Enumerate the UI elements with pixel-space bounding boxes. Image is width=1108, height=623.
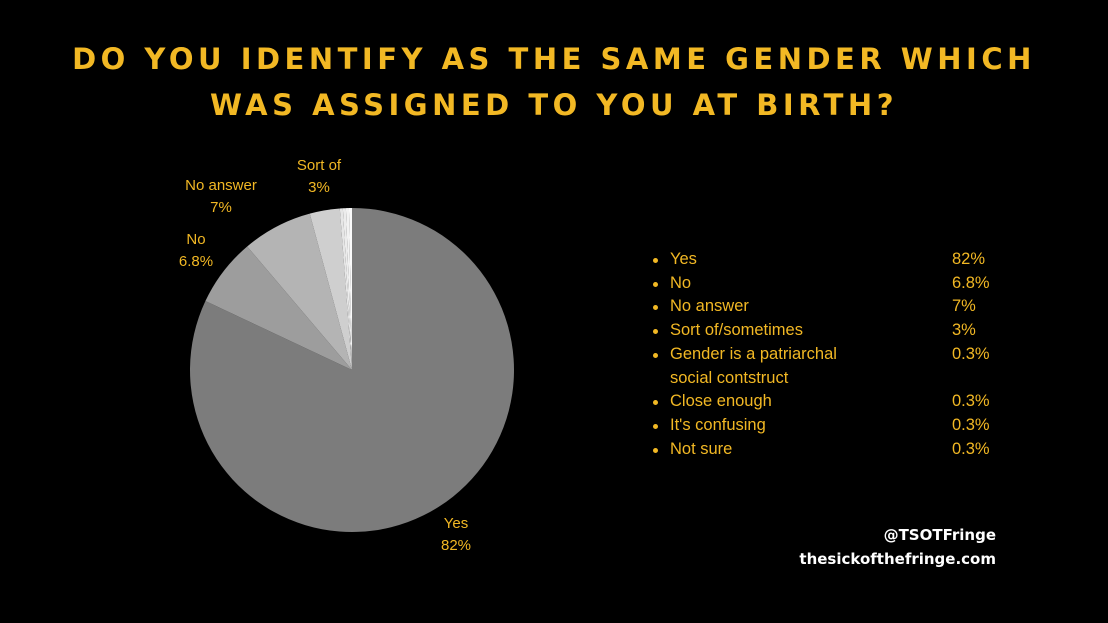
pie-slice-no xyxy=(205,246,352,370)
legend-item-value: 0.3% xyxy=(952,344,990,363)
legend-item: Yes 82% xyxy=(652,248,1002,272)
legend-item: Gender is a patriarchal social contstruc… xyxy=(652,343,1002,390)
chart-title: DO YOU IDENTIFY AS THE SAME GENDER WHICH… xyxy=(0,36,1108,128)
slice-label-no-answer-value: 7% xyxy=(210,199,232,216)
pie-slice-no-answer xyxy=(247,213,352,370)
slice-label-no-name: No xyxy=(186,231,206,248)
legend-item: No 6.8% xyxy=(652,272,1002,296)
pie-slice-yes xyxy=(190,208,515,532)
legend-item: No answer 7% xyxy=(652,295,1002,319)
legend-list: Yes 82% No 6.8% No answer 7% Sort of/someti… xyxy=(652,248,1002,461)
slice-label-yes-name: Yes xyxy=(443,515,469,532)
legend-item: Sort of/sometimes 3% xyxy=(652,319,1002,343)
slice-label-sort-of-name: Sort of xyxy=(296,157,342,174)
slice-label-no-value: 6.8% xyxy=(178,253,214,270)
pie-slice-not-sure xyxy=(348,208,352,370)
slice-label-sort-of: Sort of 3% xyxy=(289,155,349,199)
legend-item-value: 7% xyxy=(952,297,976,316)
legend-item-value: 0.3% xyxy=(952,415,990,434)
legend-item-value: 0.3% xyxy=(952,439,990,458)
slice-label-no-answer: No answer 7% xyxy=(176,175,266,219)
legend-item-value: 6.8% xyxy=(952,273,990,292)
slice-label-yes-value: 82% xyxy=(440,537,472,554)
legend-item-value: 82% xyxy=(952,250,986,268)
pie-slice-sort-of-sometimes xyxy=(309,208,352,370)
chart-title-line-1: DO YOU IDENTIFY AS THE SAME GENDER WHICH xyxy=(72,42,1036,76)
slice-label-no: No 6.8% xyxy=(166,229,226,273)
legend-item-value: 0.3% xyxy=(952,392,990,411)
legend-item-label: Close enough xyxy=(670,392,772,411)
legend-item: It's confusing 0.3% xyxy=(652,414,1002,438)
twitter-handle: @TSOTFringe xyxy=(883,526,996,544)
legend-item-label: It's confusing xyxy=(670,415,766,434)
legend-item: Not sure 0.3% xyxy=(652,438,1002,462)
pie-slice-close-enough xyxy=(342,208,352,370)
pie-chart xyxy=(190,208,515,532)
legend-item: Close enough 0.3% xyxy=(652,390,1002,414)
footer-credits: @TSOTFringe thesickofthefringe.com xyxy=(799,523,996,571)
legend-item-label: Sort of/sometimes xyxy=(670,321,803,340)
legend-item-label: Gender is a patriarchal social contstruc… xyxy=(670,344,837,387)
website-url: thesickofthefringe.com xyxy=(799,550,996,568)
chart-title-line-2: WAS ASSIGNED TO YOU AT BIRTH? xyxy=(209,88,899,122)
slice-label-yes: Yes 82% xyxy=(426,513,486,557)
slice-label-sort-of-value: 3% xyxy=(308,179,330,196)
legend-item-label: No xyxy=(670,273,692,292)
pie-slice-gender-is-a-patriarchal-social-contstruct xyxy=(339,208,352,370)
legend-item-label: No answer xyxy=(670,297,749,316)
pie-slice-it-s-confusing xyxy=(345,208,352,370)
legend-item-value: 3% xyxy=(952,321,976,340)
legend-item-label: Yes xyxy=(670,250,697,268)
legend-item-label: Not sure xyxy=(670,439,733,458)
slice-label-no-answer-name: No answer xyxy=(185,177,257,194)
